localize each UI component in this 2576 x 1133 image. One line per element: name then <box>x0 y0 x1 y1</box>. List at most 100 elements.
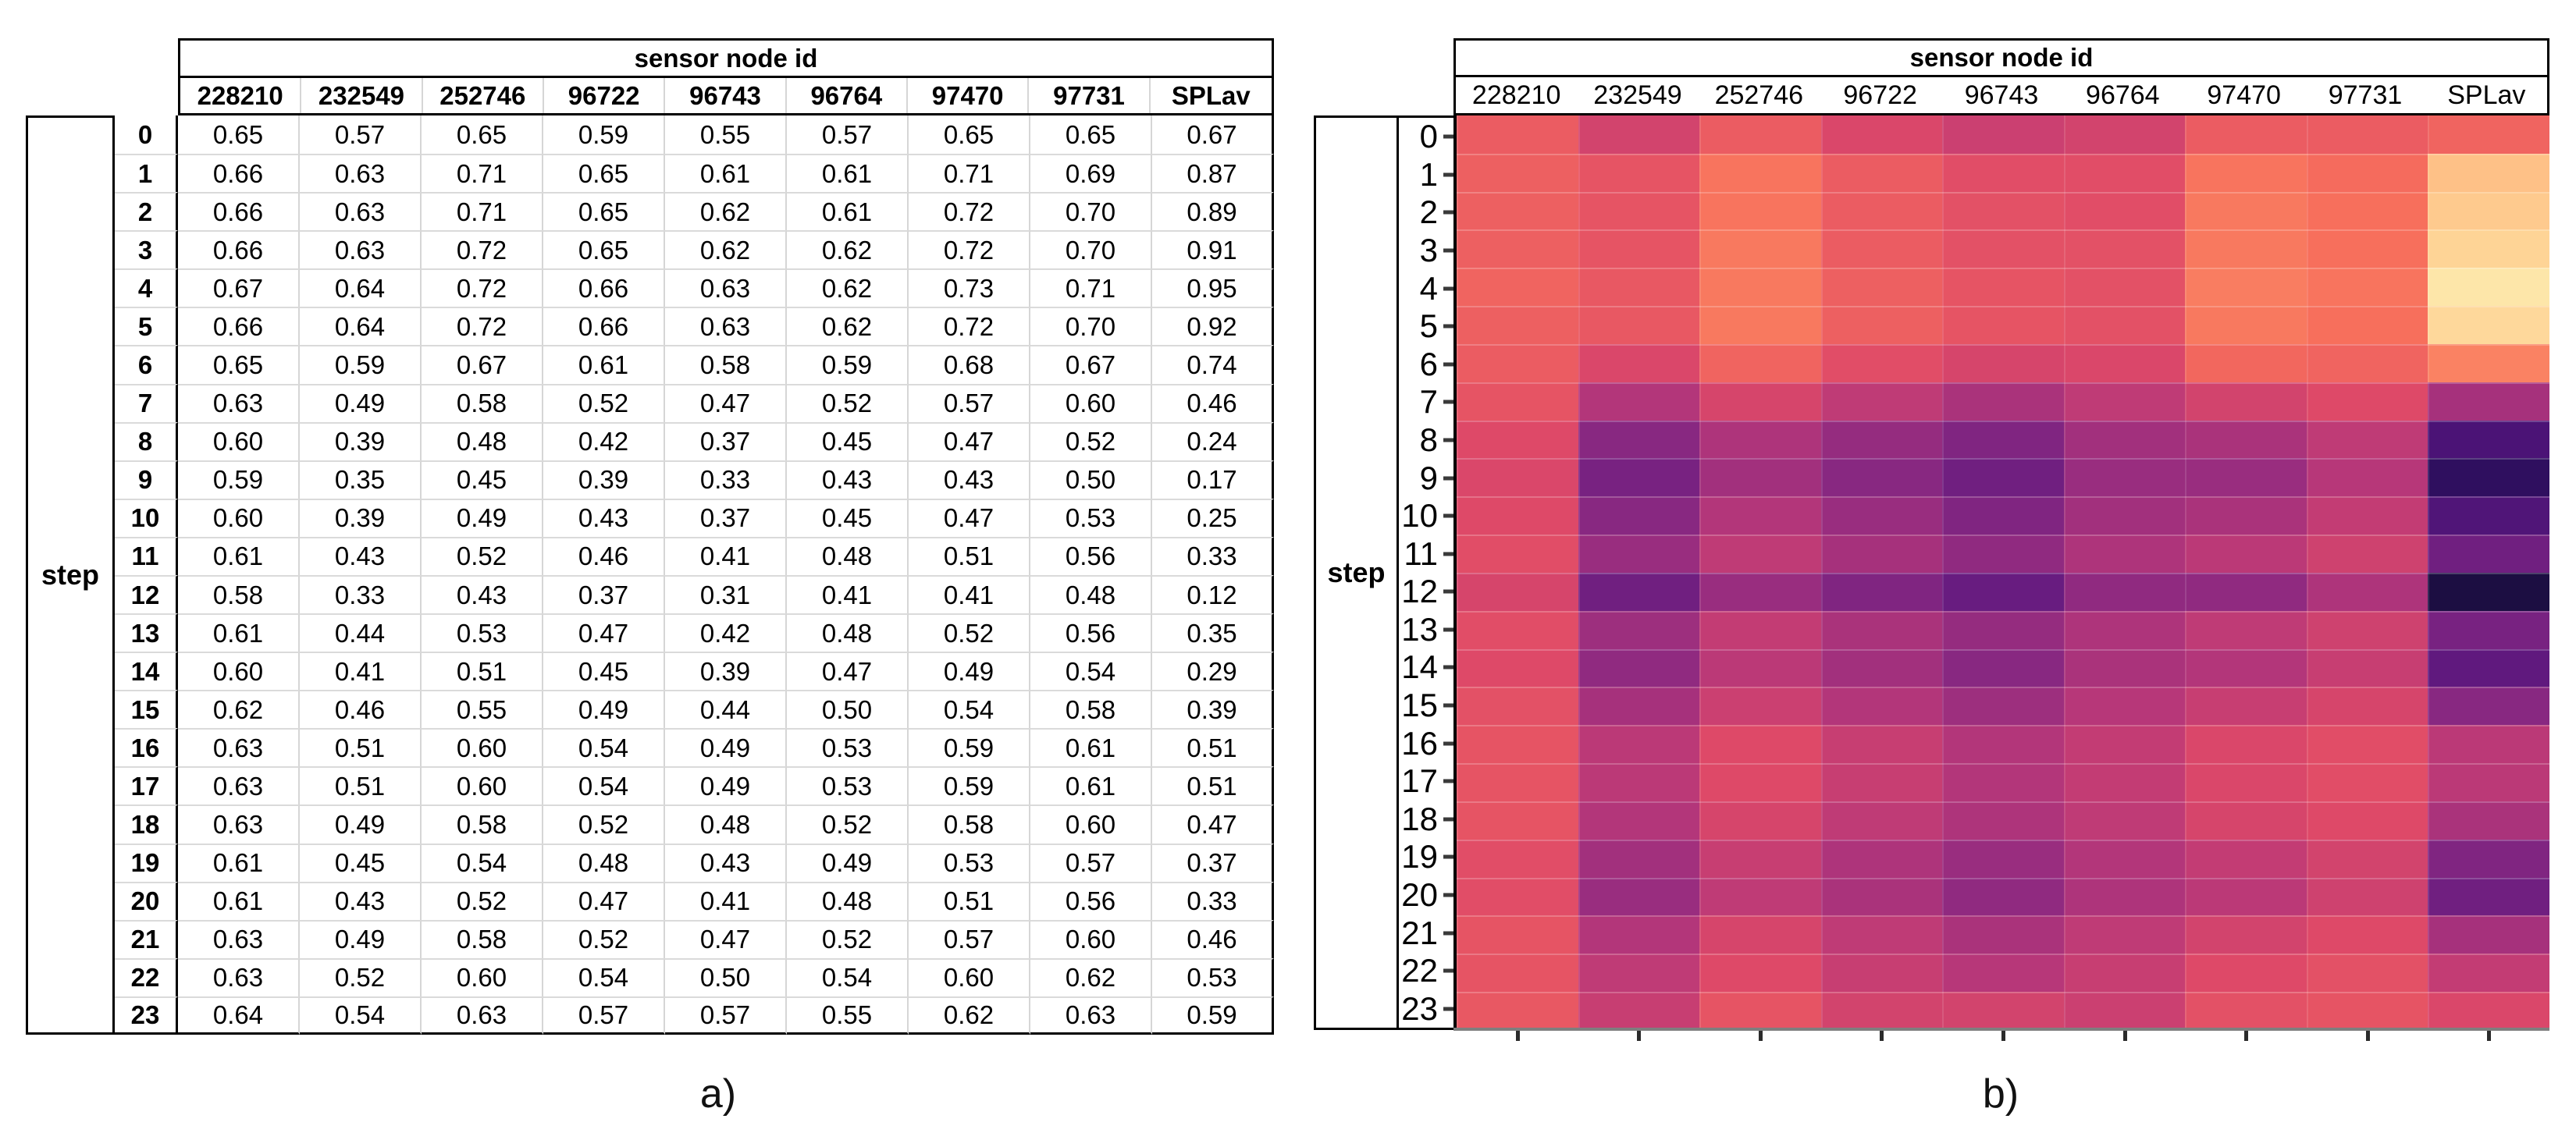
table-cell: 0.33 <box>1152 536 1274 575</box>
table-row-label: 14 <box>115 652 178 691</box>
table-column-id: 97470 <box>908 78 1030 113</box>
table-cell: 0.51 <box>909 881 1030 920</box>
heatmap-cell <box>1942 915 2064 954</box>
heatmap-cell <box>1820 954 1943 993</box>
heatmap-row-label: 6 <box>1399 345 1453 383</box>
table-cell: 0.53 <box>787 766 909 805</box>
heatmap-cell <box>1699 992 1821 1030</box>
heatmap-cell <box>2185 229 2307 268</box>
table-cell: 0.59 <box>178 460 300 499</box>
heatmap-cell <box>1699 839 1821 878</box>
heatmap-cell <box>1942 763 2064 801</box>
table-cell: 0.65 <box>1030 115 1152 154</box>
heatmap-column-id: 96743 <box>1964 80 2039 110</box>
heatmap-cell <box>1699 725 1821 764</box>
table-cell: 0.67 <box>422 345 543 384</box>
heatmap-cell <box>1578 725 1700 764</box>
heatmap-step-axis-label: step <box>1327 556 1386 588</box>
y-tick-mark <box>1443 779 1453 783</box>
table-row-label: 4 <box>115 268 178 307</box>
table-cell: 0.65 <box>543 192 665 231</box>
table-row-label: 11 <box>115 536 178 575</box>
heatmap-cell <box>1942 954 2064 993</box>
table-cell: 0.60 <box>178 421 300 460</box>
table-cell: 0.55 <box>787 996 909 1035</box>
table-cell: 0.48 <box>543 843 665 882</box>
table-cell: 0.69 <box>1030 154 1152 193</box>
y-tick-mark <box>1443 931 1453 936</box>
table-cell: 0.92 <box>1152 307 1274 346</box>
heatmap-cell <box>1578 954 1700 993</box>
heatmap-cell <box>1699 191 1821 230</box>
heatmap-cell <box>1457 115 1578 154</box>
y-tick-mark <box>1443 627 1453 632</box>
table-cell: 0.54 <box>1030 652 1152 691</box>
table-cell: 0.41 <box>665 536 787 575</box>
table-cell: 0.63 <box>1030 996 1152 1035</box>
heatmap-cell <box>2185 687 2307 726</box>
heatmap-cell <box>2306 687 2428 726</box>
table-cell: 0.55 <box>422 690 543 729</box>
table-cell: 0.72 <box>909 192 1030 231</box>
heatmap-cell <box>1457 839 1578 878</box>
heatmap-cell <box>2428 763 2549 801</box>
table-row-label: 5 <box>115 307 178 346</box>
heatmap-cell <box>2428 877 2549 916</box>
heatmap-cell <box>2306 877 2428 916</box>
table-cell: 0.65 <box>178 115 300 154</box>
table-cell: 0.58 <box>909 804 1030 844</box>
table-cell: 0.60 <box>422 728 543 767</box>
heatmap-cell <box>1820 572 1943 611</box>
table-cell: 0.63 <box>300 192 422 231</box>
heatmap-cell <box>1820 496 1943 535</box>
heatmap-cell <box>1457 610 1578 649</box>
heatmap-cell <box>1820 839 1943 878</box>
heatmap-cell <box>1820 115 1943 154</box>
heatmap-cell <box>1699 420 1821 459</box>
table-row-label: 7 <box>115 383 178 422</box>
y-tick-mark <box>1443 1007 1453 1011</box>
heatmap-cell <box>2306 343 2428 382</box>
table-cell: 0.63 <box>178 957 300 996</box>
heatmap-cell <box>1942 572 2064 611</box>
heatmap-row-label: 2 <box>1399 194 1453 232</box>
table-cell: 0.53 <box>787 728 909 767</box>
caption-b: b) <box>1982 1071 2019 1117</box>
table-cell: 0.47 <box>543 613 665 652</box>
heatmap-row-label: 17 <box>1399 762 1453 801</box>
heatmap-row-label: 23 <box>1399 989 1453 1028</box>
y-tick-mark <box>1443 400 1453 404</box>
heatmap-cell <box>1578 535 1700 573</box>
heatmap-x-axis-line <box>1453 1028 2549 1031</box>
heatmap-cell <box>1699 535 1821 573</box>
heatmap-cell <box>2306 496 2428 535</box>
y-tick-mark <box>1443 134 1453 139</box>
heatmap-cell <box>2063 458 2186 497</box>
heatmap-cell <box>1820 992 1943 1030</box>
table-cell: 0.56 <box>1030 881 1152 920</box>
table-cell: 0.71 <box>422 192 543 231</box>
heatmap-cell <box>2428 992 2549 1030</box>
table-header-label: sensor node id <box>634 43 818 73</box>
table-cell: 0.47 <box>665 383 787 422</box>
heatmap-cell <box>2428 343 2549 382</box>
heatmap-cell <box>2063 420 2186 459</box>
table-cell: 0.95 <box>1152 268 1274 307</box>
y-tick-mark <box>1443 286 1453 291</box>
heatmap-cell <box>2185 191 2307 230</box>
table-cell: 0.48 <box>787 613 909 652</box>
heatmap-cell <box>2428 648 2549 687</box>
heatmap-cell <box>1578 382 1700 421</box>
table-cell: 0.49 <box>909 652 1030 691</box>
table-cell: 0.87 <box>1152 154 1274 193</box>
table-cell: 0.52 <box>300 957 422 996</box>
table-cell: 0.41 <box>787 574 909 614</box>
heatmap-cell <box>1942 648 2064 687</box>
heatmap-cell <box>2428 839 2549 878</box>
table-cell: 0.42 <box>665 613 787 652</box>
table-cell: 0.24 <box>1152 421 1274 460</box>
heatmap-cell <box>2185 343 2307 382</box>
heatmap-cell <box>2185 115 2307 154</box>
heatmap-cell <box>2428 954 2549 993</box>
heatmap-cell <box>2063 992 2186 1030</box>
